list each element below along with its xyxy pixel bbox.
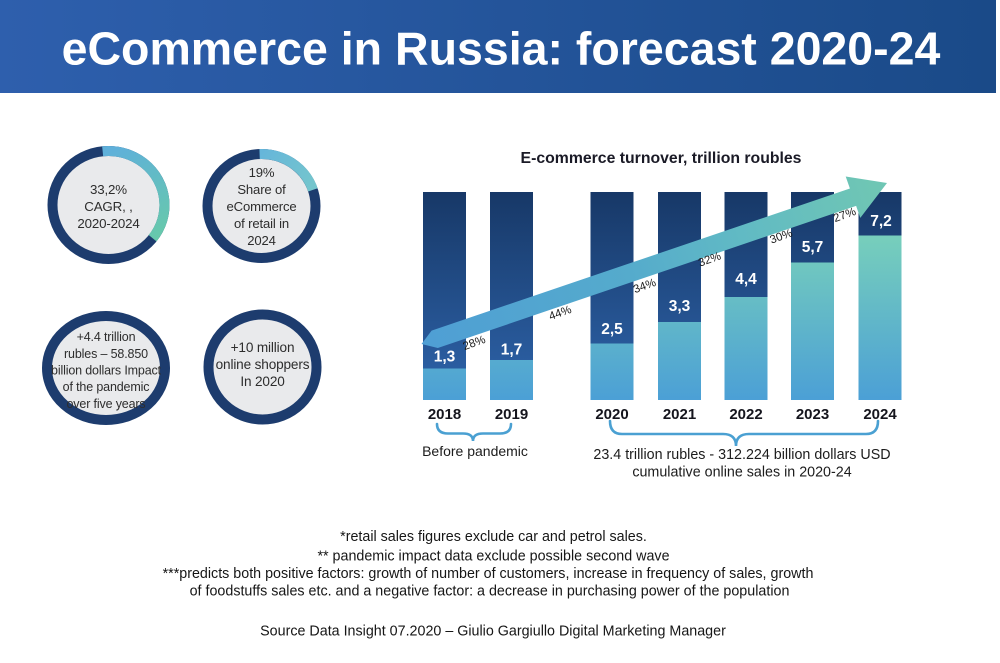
svg-text:over five years: over five years	[66, 397, 145, 411]
svg-text:CAGR, ,: CAGR, ,	[84, 199, 132, 214]
svg-text:2024: 2024	[247, 233, 276, 248]
svg-text:***predicts both positive fact: ***predicts both positive factors: growt…	[163, 566, 814, 582]
svg-text:In 2020: In 2020	[240, 374, 285, 389]
svg-text:eCommerce in Russia: forecast: eCommerce in Russia: forecast 2020-24	[62, 23, 941, 75]
svg-text:2024: 2024	[863, 406, 897, 423]
svg-text:2018: 2018	[428, 406, 461, 423]
svg-text:online shoppers: online shoppers	[216, 357, 310, 372]
svg-text:Before pandemic: Before pandemic	[422, 443, 528, 459]
svg-text:1,3: 1,3	[434, 349, 456, 366]
svg-text:33,2%: 33,2%	[90, 182, 127, 197]
svg-text:Share of: Share of	[237, 182, 286, 197]
svg-text:cumulative online sales in 202: cumulative online sales in 2020-24	[632, 465, 851, 481]
svg-text:E-commerce turnover, trillion: E-commerce turnover, trillion roubles	[521, 150, 802, 167]
svg-text:2019: 2019	[495, 406, 528, 423]
svg-text:2022: 2022	[729, 406, 762, 423]
svg-text:Source Data Insight 07.2020 –: Source Data Insight 07.2020 – Giulio Gar…	[260, 624, 726, 640]
svg-text:2020: 2020	[595, 406, 628, 423]
svg-text:billion dollars Impact: billion dollars Impact	[51, 364, 162, 378]
svg-text:*retail sales figures exclude: *retail sales figures exclude car and pe…	[340, 529, 647, 545]
svg-text:4,4: 4,4	[735, 271, 757, 288]
svg-text:1,7: 1,7	[501, 342, 523, 359]
svg-text:of retail in: of retail in	[234, 216, 289, 231]
svg-text:of foodstuffs sales etc. and a: of foodstuffs sales etc. and a negative …	[190, 584, 790, 600]
svg-text:2021: 2021	[663, 406, 696, 423]
svg-text:5,7: 5,7	[802, 239, 824, 256]
svg-text:19%: 19%	[249, 165, 275, 180]
svg-text:2020-2024: 2020-2024	[77, 216, 139, 231]
svg-text:eCommerce: eCommerce	[227, 199, 297, 214]
svg-text:2,5: 2,5	[601, 321, 623, 338]
svg-text:** pandemic impact data exclud: ** pandemic impact data exclude possible…	[317, 549, 669, 565]
svg-text:rubles – 58.850: rubles – 58.850	[64, 347, 148, 361]
svg-text:2023: 2023	[796, 406, 829, 423]
svg-text:3,3: 3,3	[669, 298, 691, 315]
svg-text:of the pandemic: of the pandemic	[63, 380, 150, 394]
svg-text:7,2: 7,2	[870, 213, 892, 230]
svg-text:+4.4 trillion: +4.4 trillion	[77, 330, 136, 344]
svg-text:+10 million: +10 million	[231, 340, 295, 355]
svg-text:23.4 trillion rubles - 312.224: 23.4 trillion rubles - 312.224 billion d…	[593, 447, 890, 463]
